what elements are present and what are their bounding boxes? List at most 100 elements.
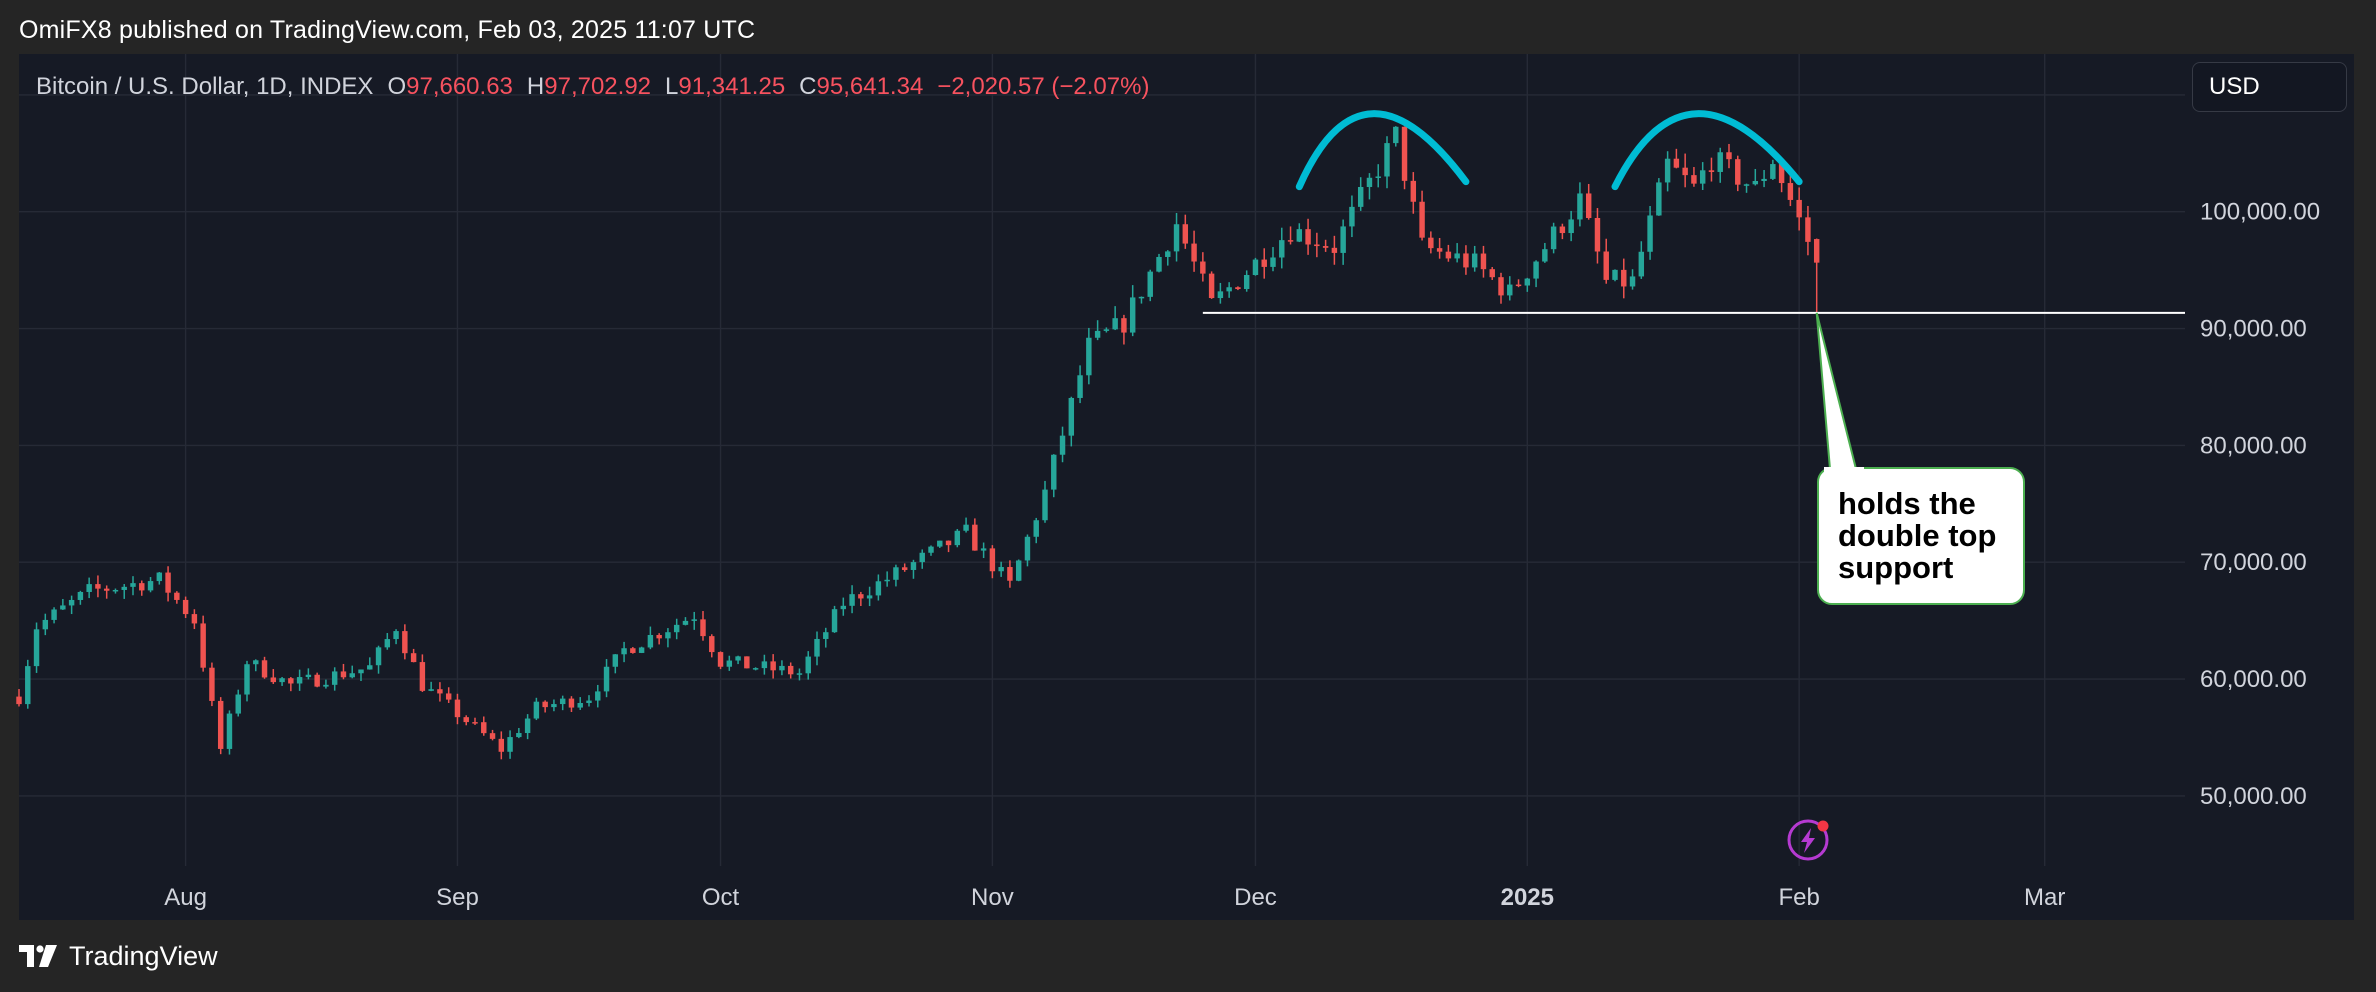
candle-body: [726, 660, 733, 667]
candle-body: [367, 665, 373, 670]
candlestick-series: [16, 126, 1820, 760]
candle-body: [1699, 170, 1706, 184]
candle-body: [1524, 278, 1531, 286]
candle-body: [673, 624, 680, 633]
tradingview-logo-icon: [19, 945, 57, 967]
candle-body: [1805, 217, 1811, 242]
callout-pointer: [1815, 312, 1857, 470]
candle-body: [68, 599, 75, 606]
candle-body: [542, 701, 548, 708]
candle-body: [25, 666, 31, 705]
candle-body: [972, 524, 978, 551]
candle-body: [717, 652, 724, 667]
candle-body: [1366, 177, 1373, 187]
candle-body: [1638, 251, 1645, 277]
candle-body: [866, 595, 873, 599]
candle-body: [709, 636, 715, 653]
candle-body: [1393, 126, 1399, 144]
candle-body: [1156, 256, 1162, 272]
candle-body: [1489, 269, 1495, 278]
candle-body: [51, 609, 57, 620]
candle-body: [1664, 158, 1671, 183]
change-value: −2,020.57 (−2.07%): [937, 73, 1150, 100]
candle-body: [796, 673, 803, 675]
candle-body: [200, 623, 206, 668]
candle-body: [1322, 246, 1329, 248]
candle-body: [340, 671, 347, 678]
candle-body: [507, 737, 513, 752]
candle-body: [1673, 158, 1680, 168]
candle-body: [1454, 253, 1460, 259]
candle-body: [147, 581, 154, 591]
candle-body: [402, 631, 408, 654]
candle-body: [1217, 291, 1224, 299]
candle-body: [1463, 253, 1469, 268]
time-tick-label: Mar: [2024, 884, 2065, 911]
candle-body: [1542, 249, 1548, 262]
tradingview-brand[interactable]: TradingView: [19, 941, 218, 971]
time-tick-label: Feb: [1778, 884, 1819, 911]
candle-body: [1200, 261, 1206, 274]
candle-body: [551, 704, 557, 708]
candle-body: [998, 567, 1004, 572]
candle-body: [1471, 253, 1478, 268]
candle-body: [656, 634, 662, 639]
double-top-arc: [1295, 110, 1470, 191]
candle-body: [261, 660, 268, 678]
candle-body: [1577, 193, 1583, 220]
candle-body: [1112, 318, 1118, 330]
candle-body: [253, 660, 259, 665]
candle-body: [1419, 201, 1425, 238]
price-tick-label: 100,000.00: [2200, 199, 2320, 226]
candle-body: [849, 594, 855, 606]
candle-body: [559, 698, 566, 705]
time-tick-label: Dec: [1234, 884, 1277, 911]
price-tick-label: 80,000.00: [2200, 432, 2307, 459]
candle-body: [1349, 206, 1355, 227]
callout-joint: [1824, 467, 1864, 473]
candle-body: [910, 562, 917, 570]
candle-body: [305, 674, 312, 678]
candle-body: [1226, 287, 1232, 292]
candle-body: [533, 701, 540, 719]
candle-body: [103, 588, 110, 591]
candle-body: [33, 629, 40, 667]
candle-body: [1761, 178, 1767, 181]
candle-body: [1708, 170, 1715, 172]
candle-body: [1042, 489, 1048, 521]
candle-body: [1270, 257, 1276, 267]
candle-body: [638, 647, 645, 653]
candle-body: [823, 632, 829, 639]
candle-body: [393, 631, 399, 640]
candle-body: [410, 653, 417, 663]
candle-body: [1682, 167, 1688, 176]
currency-button[interactable]: USD: [2192, 62, 2347, 112]
candle-body: [1445, 251, 1452, 259]
candle-body: [1717, 152, 1723, 172]
candle-body: [1410, 180, 1417, 202]
candle-body: [60, 605, 66, 610]
candle-body: [209, 667, 215, 701]
candle-body: [779, 665, 785, 671]
double-top-arc: [1611, 110, 1803, 191]
symbol-legend: Bitcoin / U.S. Dollar, 1D, INDEX O 97,66…: [36, 73, 1149, 101]
candle-body: [1752, 180, 1759, 185]
candle-body: [1138, 296, 1145, 299]
candle-body: [1656, 182, 1662, 216]
candle-body: [1182, 224, 1189, 244]
candle-body: [130, 583, 136, 587]
candle-body: [1007, 567, 1013, 581]
high-value: 97,702.92: [544, 73, 652, 100]
candle-body: [1796, 199, 1802, 218]
candle-body: [752, 668, 759, 670]
candle-body: [1375, 176, 1381, 178]
candle-body: [86, 584, 92, 592]
candle-body: [1279, 240, 1285, 258]
time-tick-label: Sep: [436, 884, 479, 911]
chart-grid: [19, 54, 2185, 866]
candle-body: [1191, 243, 1197, 262]
candle-body: [735, 656, 741, 661]
candle-body: [805, 656, 811, 674]
candle-body: [831, 609, 838, 633]
